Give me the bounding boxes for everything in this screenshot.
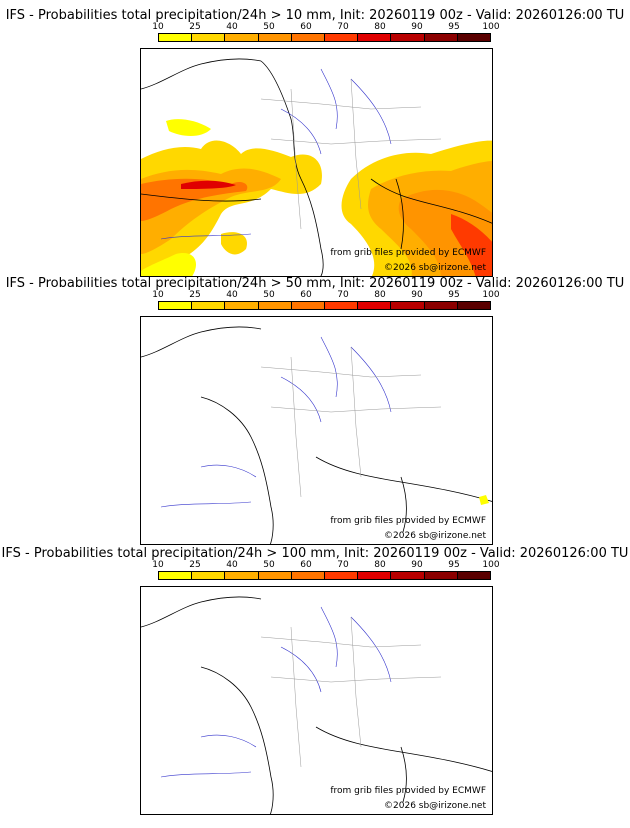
colorbar-ticks: 10 25 40 50 60 70 80 90 95 100	[152, 22, 499, 33]
colorbar-tick-label: 50	[263, 290, 275, 300]
colorbar-tick-label: 90	[411, 560, 423, 570]
map-title: IFS - Probabilities total precipitation/…	[5, 8, 625, 23]
colorbar-segment	[391, 302, 425, 309]
colorbar-segment	[358, 302, 392, 309]
rivers	[160, 68, 392, 240]
map-title: IFS - Probabilities total precipitation/…	[1, 546, 629, 561]
precip-map: from grib files provided by ECMWF ©2026 …	[140, 316, 493, 545]
colorbar-segment	[258, 302, 292, 309]
colorbar-segment	[358, 34, 392, 41]
panel-100mm: IFS - Probabilities total precipitation/…	[0, 546, 630, 826]
colorbar-tick-label: 70	[337, 290, 349, 300]
credit-ecmwf: from grib files provided by ECMWF	[330, 516, 486, 526]
colorbar-segment	[159, 302, 193, 309]
colorbar-segment	[159, 572, 193, 579]
credit-site: ©2026 sb@irizone.net	[384, 263, 486, 273]
colorbar-tick-label: 25	[189, 22, 201, 32]
colorbar-segment	[424, 34, 458, 41]
colorbar-segment	[159, 34, 193, 41]
colorbar-segment	[258, 34, 292, 41]
colorbar-tick-label: 95	[448, 22, 460, 32]
colorbar-tick-label: 50	[263, 22, 275, 32]
colorbar-tick-label: 10	[152, 560, 164, 570]
admin-borders	[260, 346, 442, 498]
colorbar-tick-label: 80	[374, 290, 386, 300]
colorbar-segment	[358, 572, 392, 579]
credit-ecmwf: from grib files provided by ECMWF	[330, 248, 486, 258]
colorbar-segment	[424, 572, 458, 579]
colorbar-tick-label: 40	[226, 560, 238, 570]
colorbar	[158, 301, 491, 310]
colorbar-segment	[291, 302, 326, 309]
colorbar-segment	[457, 572, 491, 579]
colorbar-tick-label: 100	[482, 290, 500, 300]
colorbar-tick-label: 90	[411, 22, 423, 32]
colorbar-segment	[192, 572, 226, 579]
colorbar-tick-label: 25	[189, 290, 201, 300]
colorbar-segment	[225, 572, 259, 579]
colorbar-tick-label: 70	[337, 22, 349, 32]
colorbar-tick-label: 80	[374, 22, 386, 32]
colorbar-tick-label: 80	[374, 560, 386, 570]
colorbar-tick-label: 95	[448, 290, 460, 300]
rivers	[160, 336, 392, 508]
colorbar-segment	[391, 572, 425, 579]
credit-site: ©2026 sb@irizone.net	[384, 531, 486, 541]
colorbar-tick-label: 60	[300, 560, 312, 570]
colorbar-segment	[391, 34, 425, 41]
precip-map: from grib files provided by ECMWF ©2026 …	[140, 48, 493, 277]
colorbar	[158, 33, 491, 42]
colorbar-segment	[325, 302, 359, 309]
colorbar-segment	[291, 34, 326, 41]
colorbar-ticks: 10 25 40 50 60 70 80 90 95 100	[152, 290, 499, 301]
colorbar-tick-label: 90	[411, 290, 423, 300]
map-layer	[141, 596, 492, 814]
colorbar-segment	[192, 302, 226, 309]
colorbar	[158, 571, 491, 580]
precip-area-west	[141, 119, 322, 276]
colorbar-tick-label: 50	[263, 560, 275, 570]
colorbar-tick-label: 60	[300, 22, 312, 32]
colorbar-tick-label: 25	[189, 560, 201, 570]
panel-10mm: IFS - Probabilities total precipitation/…	[0, 8, 630, 278]
colorbar-tick-label: 95	[448, 560, 460, 570]
colorbar-ticks: 10 25 40 50 60 70 80 90 95 100	[152, 560, 499, 571]
precip-spot	[479, 495, 489, 505]
colorbar-tick-label: 100	[482, 560, 500, 570]
colorbar-tick-label: 100	[482, 22, 500, 32]
colorbar-segment	[258, 572, 292, 579]
admin-borders	[260, 616, 442, 768]
colorbar-tick-label: 10	[152, 290, 164, 300]
colorbar-segment	[325, 572, 359, 579]
colorbar-segment	[424, 302, 458, 309]
colorbar-segment	[325, 34, 359, 41]
map-title: IFS - Probabilities total precipitation/…	[5, 276, 625, 291]
colorbar-tick-label: 70	[337, 560, 349, 570]
coastlines	[141, 326, 492, 544]
colorbar-segment	[457, 302, 491, 309]
colorbar-segment	[225, 302, 259, 309]
precip-map: from grib files provided by ECMWF ©2026 …	[140, 586, 493, 815]
colorbar-tick-label: 10	[152, 22, 164, 32]
rivers	[160, 606, 392, 778]
credit-ecmwf: from grib files provided by ECMWF	[330, 786, 486, 796]
colorbar-segment	[225, 34, 259, 41]
colorbar-tick-label: 40	[226, 290, 238, 300]
colorbar-tick-label: 40	[226, 22, 238, 32]
colorbar-segment	[457, 34, 491, 41]
map-layer	[141, 58, 492, 276]
coastlines	[141, 58, 492, 276]
coastlines	[141, 596, 492, 814]
colorbar-tick-label: 60	[300, 290, 312, 300]
panel-50mm: IFS - Probabilities total precipitation/…	[0, 276, 630, 546]
admin-borders	[260, 78, 442, 230]
credit-site: ©2026 sb@irizone.net	[384, 801, 486, 811]
colorbar-segment	[291, 572, 326, 579]
map-layer	[141, 326, 492, 544]
colorbar-segment	[192, 34, 226, 41]
